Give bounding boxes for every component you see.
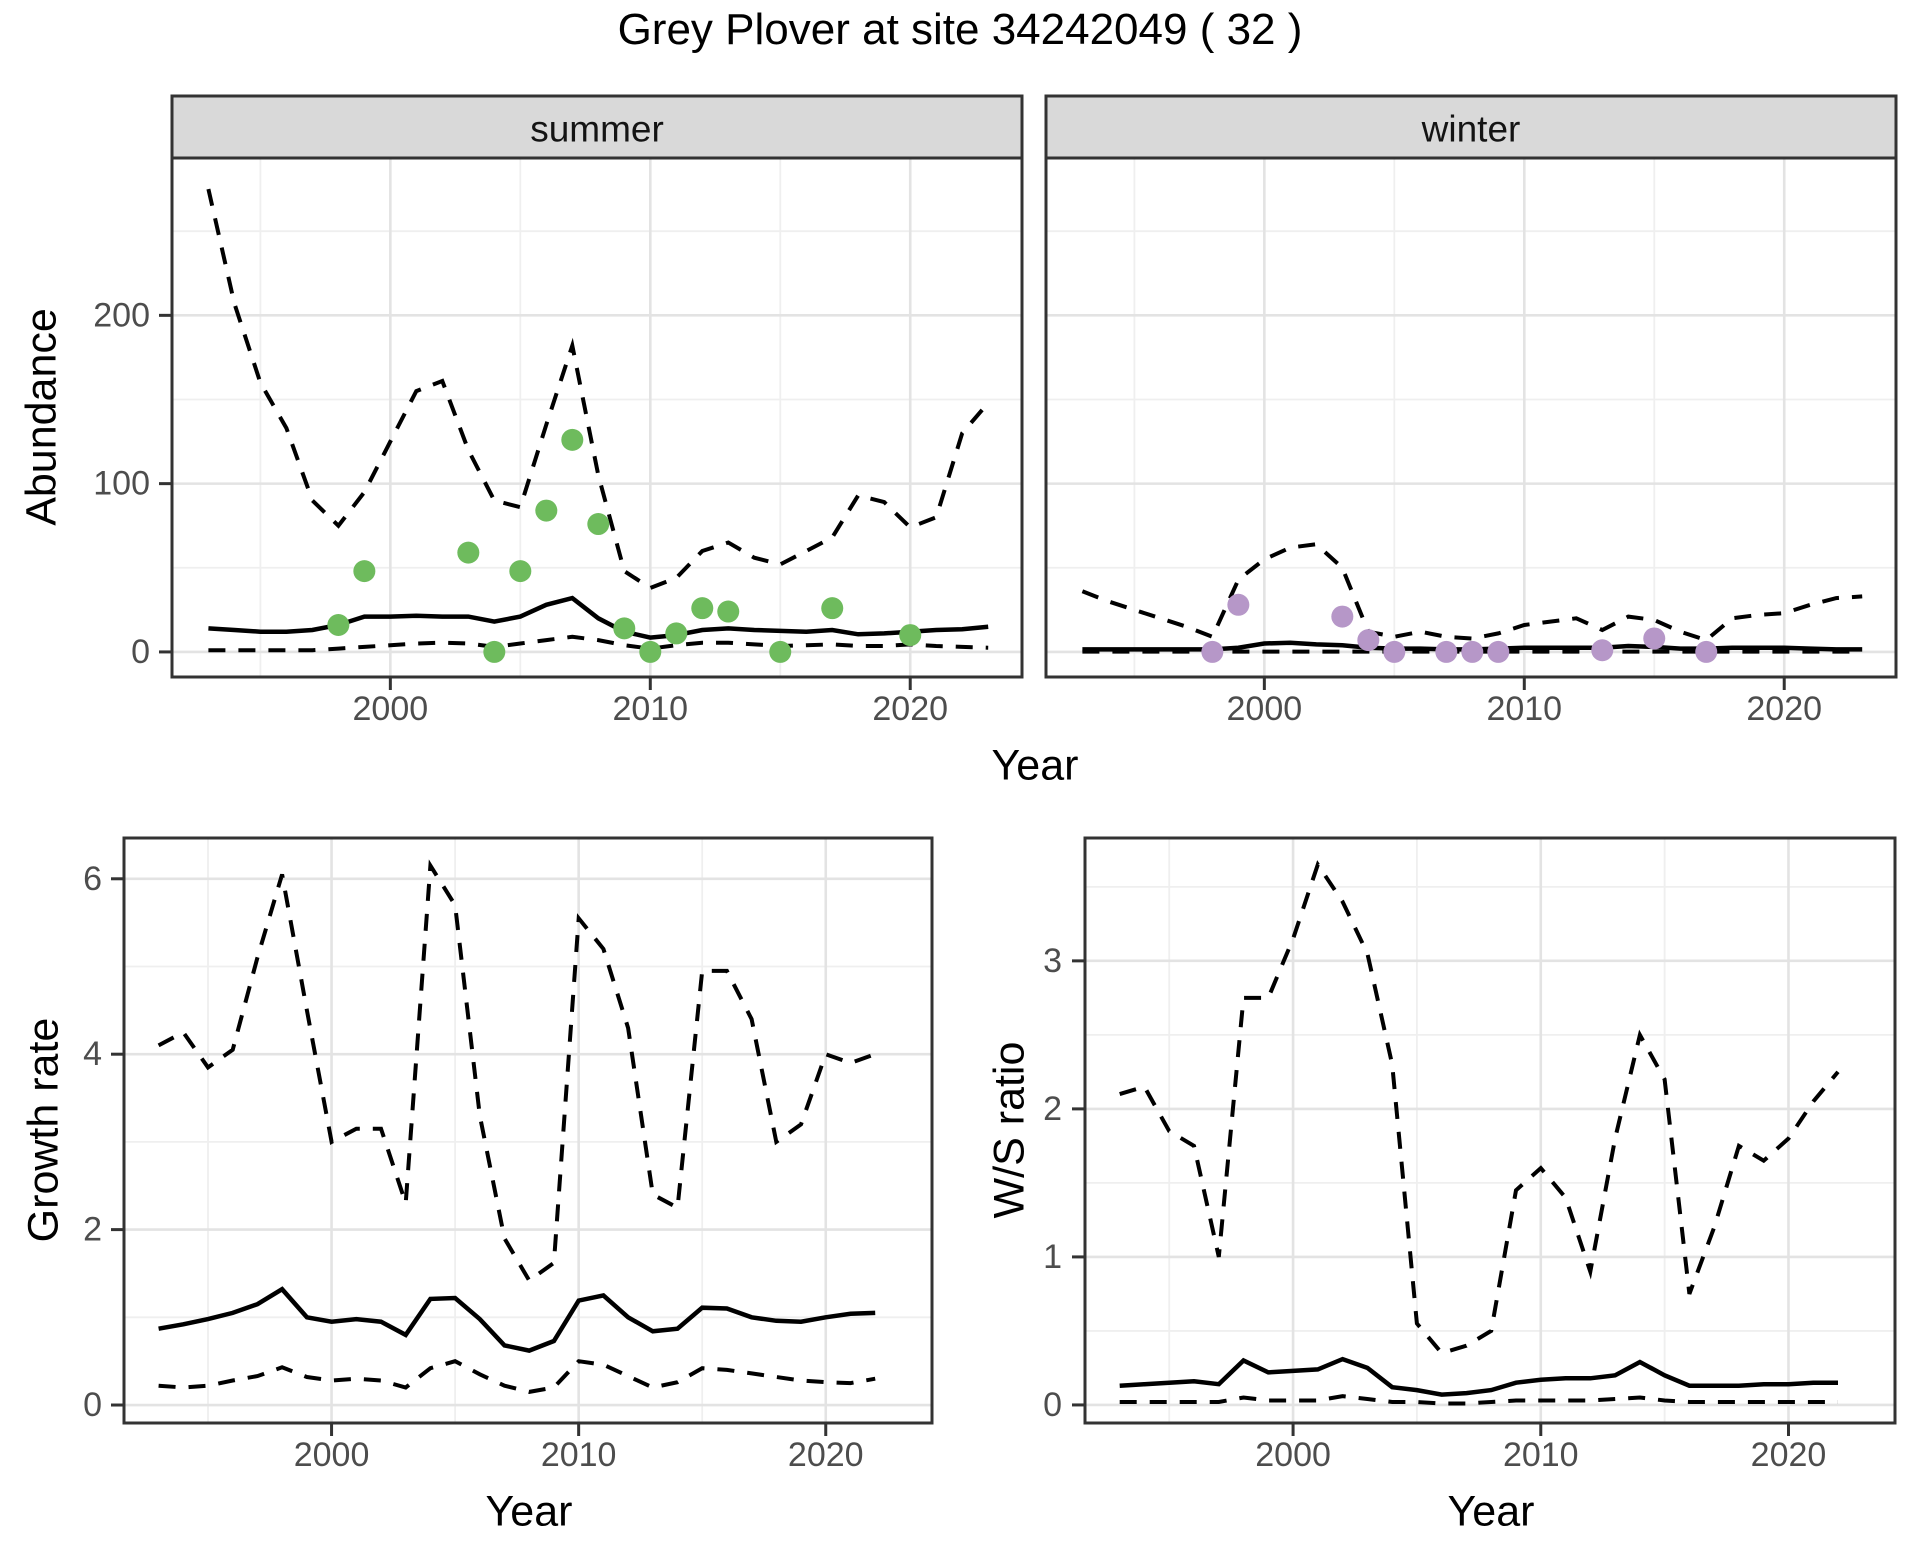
x-tick-label: 2010 xyxy=(612,690,688,728)
y-tick-label: 0 xyxy=(131,633,150,671)
x-tick-label: 2000 xyxy=(1255,1436,1331,1474)
data-point-winter xyxy=(1435,640,1458,663)
data-point-summer xyxy=(665,622,688,645)
panel-bg-1 xyxy=(1046,158,1896,677)
y-tick-label: 4 xyxy=(83,1035,102,1073)
y-tick-label: 200 xyxy=(93,296,150,334)
data-point-summer xyxy=(587,513,610,536)
y-axis-title-abundance: Abundance xyxy=(17,308,66,526)
data-point-winter xyxy=(1695,640,1718,663)
data-point-summer xyxy=(899,624,922,647)
x-tick-label: 2010 xyxy=(1486,690,1562,728)
x-axis-title-growth: Year xyxy=(485,1487,573,1536)
panel-border-2 xyxy=(122,836,934,1425)
y-tick-label: 3 xyxy=(1043,942,1062,980)
data-point-winter xyxy=(1201,640,1224,663)
y-tick-label: 2 xyxy=(83,1211,102,1249)
panel-border-3 xyxy=(1083,836,1897,1425)
facet-strip-summer xyxy=(170,94,1024,160)
y-tick-label: 1 xyxy=(1043,1238,1062,1276)
data-point-summer xyxy=(353,560,376,583)
data-point-summer xyxy=(821,597,844,620)
x-tick-label: 2010 xyxy=(1503,1436,1579,1474)
x-tick-label: 2000 xyxy=(353,690,429,728)
panel-bg-3 xyxy=(1085,838,1895,1423)
facet-strip-winter xyxy=(1044,94,1898,160)
y-tick-label: 2 xyxy=(1043,1090,1062,1128)
y-axis-title-growth-rate: Growth rate xyxy=(19,1017,68,1243)
series-upper_ci-W/S ratio xyxy=(1119,860,1840,1356)
series-lower_ci-W/S ratio xyxy=(1119,1394,1838,1406)
facet-strip-label-summer: summer xyxy=(530,109,664,150)
series-upper_ci-summer xyxy=(206,188,990,591)
y-tick-label: 0 xyxy=(1043,1386,1062,1424)
data-point-summer xyxy=(483,640,506,663)
data-point-summer xyxy=(691,597,714,620)
y-tick-label: 6 xyxy=(83,860,102,898)
data-point-winter xyxy=(1331,605,1354,628)
data-point-winter xyxy=(1643,627,1666,650)
x-tick-label: 2000 xyxy=(294,1436,370,1474)
x-tick-label: 2020 xyxy=(872,690,948,728)
facet-strip-label-winter: winter xyxy=(1421,109,1521,150)
data-point-summer xyxy=(535,499,558,522)
series-upper_ci-Growth rate xyxy=(157,859,876,1284)
x-tick-label: 2020 xyxy=(1751,1436,1827,1474)
y-axis-title-ws-ratio: W/S ratio xyxy=(985,1041,1034,1219)
data-point-summer xyxy=(717,600,740,623)
data-point-summer xyxy=(613,617,636,640)
series-median-Growth rate xyxy=(158,1286,876,1353)
x-tick-label: 2000 xyxy=(1227,690,1303,728)
panel-bg-0 xyxy=(172,158,1022,677)
data-point-summer xyxy=(769,640,792,663)
series-median-W/S ratio xyxy=(1119,1356,1838,1397)
x-tick-label: 2010 xyxy=(541,1436,617,1474)
data-point-winter xyxy=(1357,629,1380,652)
data-point-winter xyxy=(1227,593,1250,616)
data-point-winter xyxy=(1487,640,1510,663)
panel-bg-2 xyxy=(124,838,932,1423)
x-axis-title-ws: Year xyxy=(1447,1487,1535,1536)
series-lower_ci-Growth rate xyxy=(158,1359,876,1394)
x-tick-label: 2020 xyxy=(1746,690,1822,728)
data-point-summer xyxy=(561,428,584,451)
series-lower_ci-summer xyxy=(208,634,989,653)
y-tick-label: 0 xyxy=(83,1386,102,1424)
x-axis-title-top: Year xyxy=(991,741,1079,790)
chart-title: Grey Plover at site 34242049 ( 32 ) xyxy=(617,5,1303,54)
y-tick-label: 100 xyxy=(93,465,150,503)
data-point-summer xyxy=(327,613,350,636)
data-point-summer xyxy=(509,560,532,583)
data-point-winter xyxy=(1591,639,1614,662)
data-point-summer xyxy=(457,541,480,564)
data-point-winter xyxy=(1461,640,1484,663)
data-point-summer xyxy=(639,640,662,663)
data-point-winter xyxy=(1383,640,1406,663)
x-tick-label: 2020 xyxy=(788,1436,864,1474)
